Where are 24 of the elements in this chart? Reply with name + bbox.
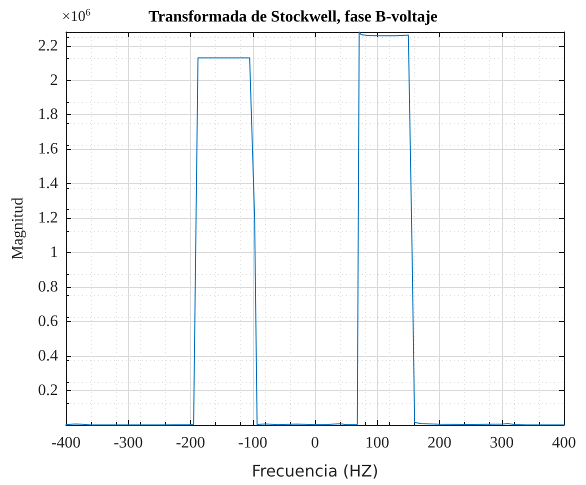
y-tick-label: 1.8 (38, 106, 58, 124)
x-tick-label: 300 (490, 434, 514, 452)
x-tick-label: -200 (176, 434, 206, 452)
x-tick-label: -100 (238, 434, 268, 452)
y-tick-label: 1.4 (38, 175, 58, 192)
x-tick-label: 100 (365, 434, 390, 452)
line-series (66, 32, 564, 426)
x-tick-label: 400 (552, 434, 576, 452)
y-tick-label: 1.6 (38, 140, 58, 158)
y-tick-label: 2.2 (38, 37, 58, 54)
y-tick-label: 0.2 (38, 382, 58, 400)
y-tick-label: 0.8 (38, 278, 58, 296)
x-tick-label: 200 (428, 434, 452, 452)
x-tick-label: -400 (51, 434, 81, 452)
y-tick-label: 2 (50, 72, 58, 89)
y-tick-label: 1.2 (38, 210, 58, 227)
y-tick-label: 1 (50, 244, 58, 262)
x-axis-title: Frecuencia (HZ) (252, 462, 378, 480)
chart-title: Transformada de Stockwell, fase B-voltaje (148, 8, 438, 26)
y-tick-label: 0.6 (38, 313, 58, 330)
y-tick-label: 0.4 (38, 348, 58, 365)
y-axis-title: Magnitud (10, 197, 26, 260)
x-tick-label: 0 (311, 434, 319, 452)
x-tick-label: -300 (114, 434, 143, 452)
